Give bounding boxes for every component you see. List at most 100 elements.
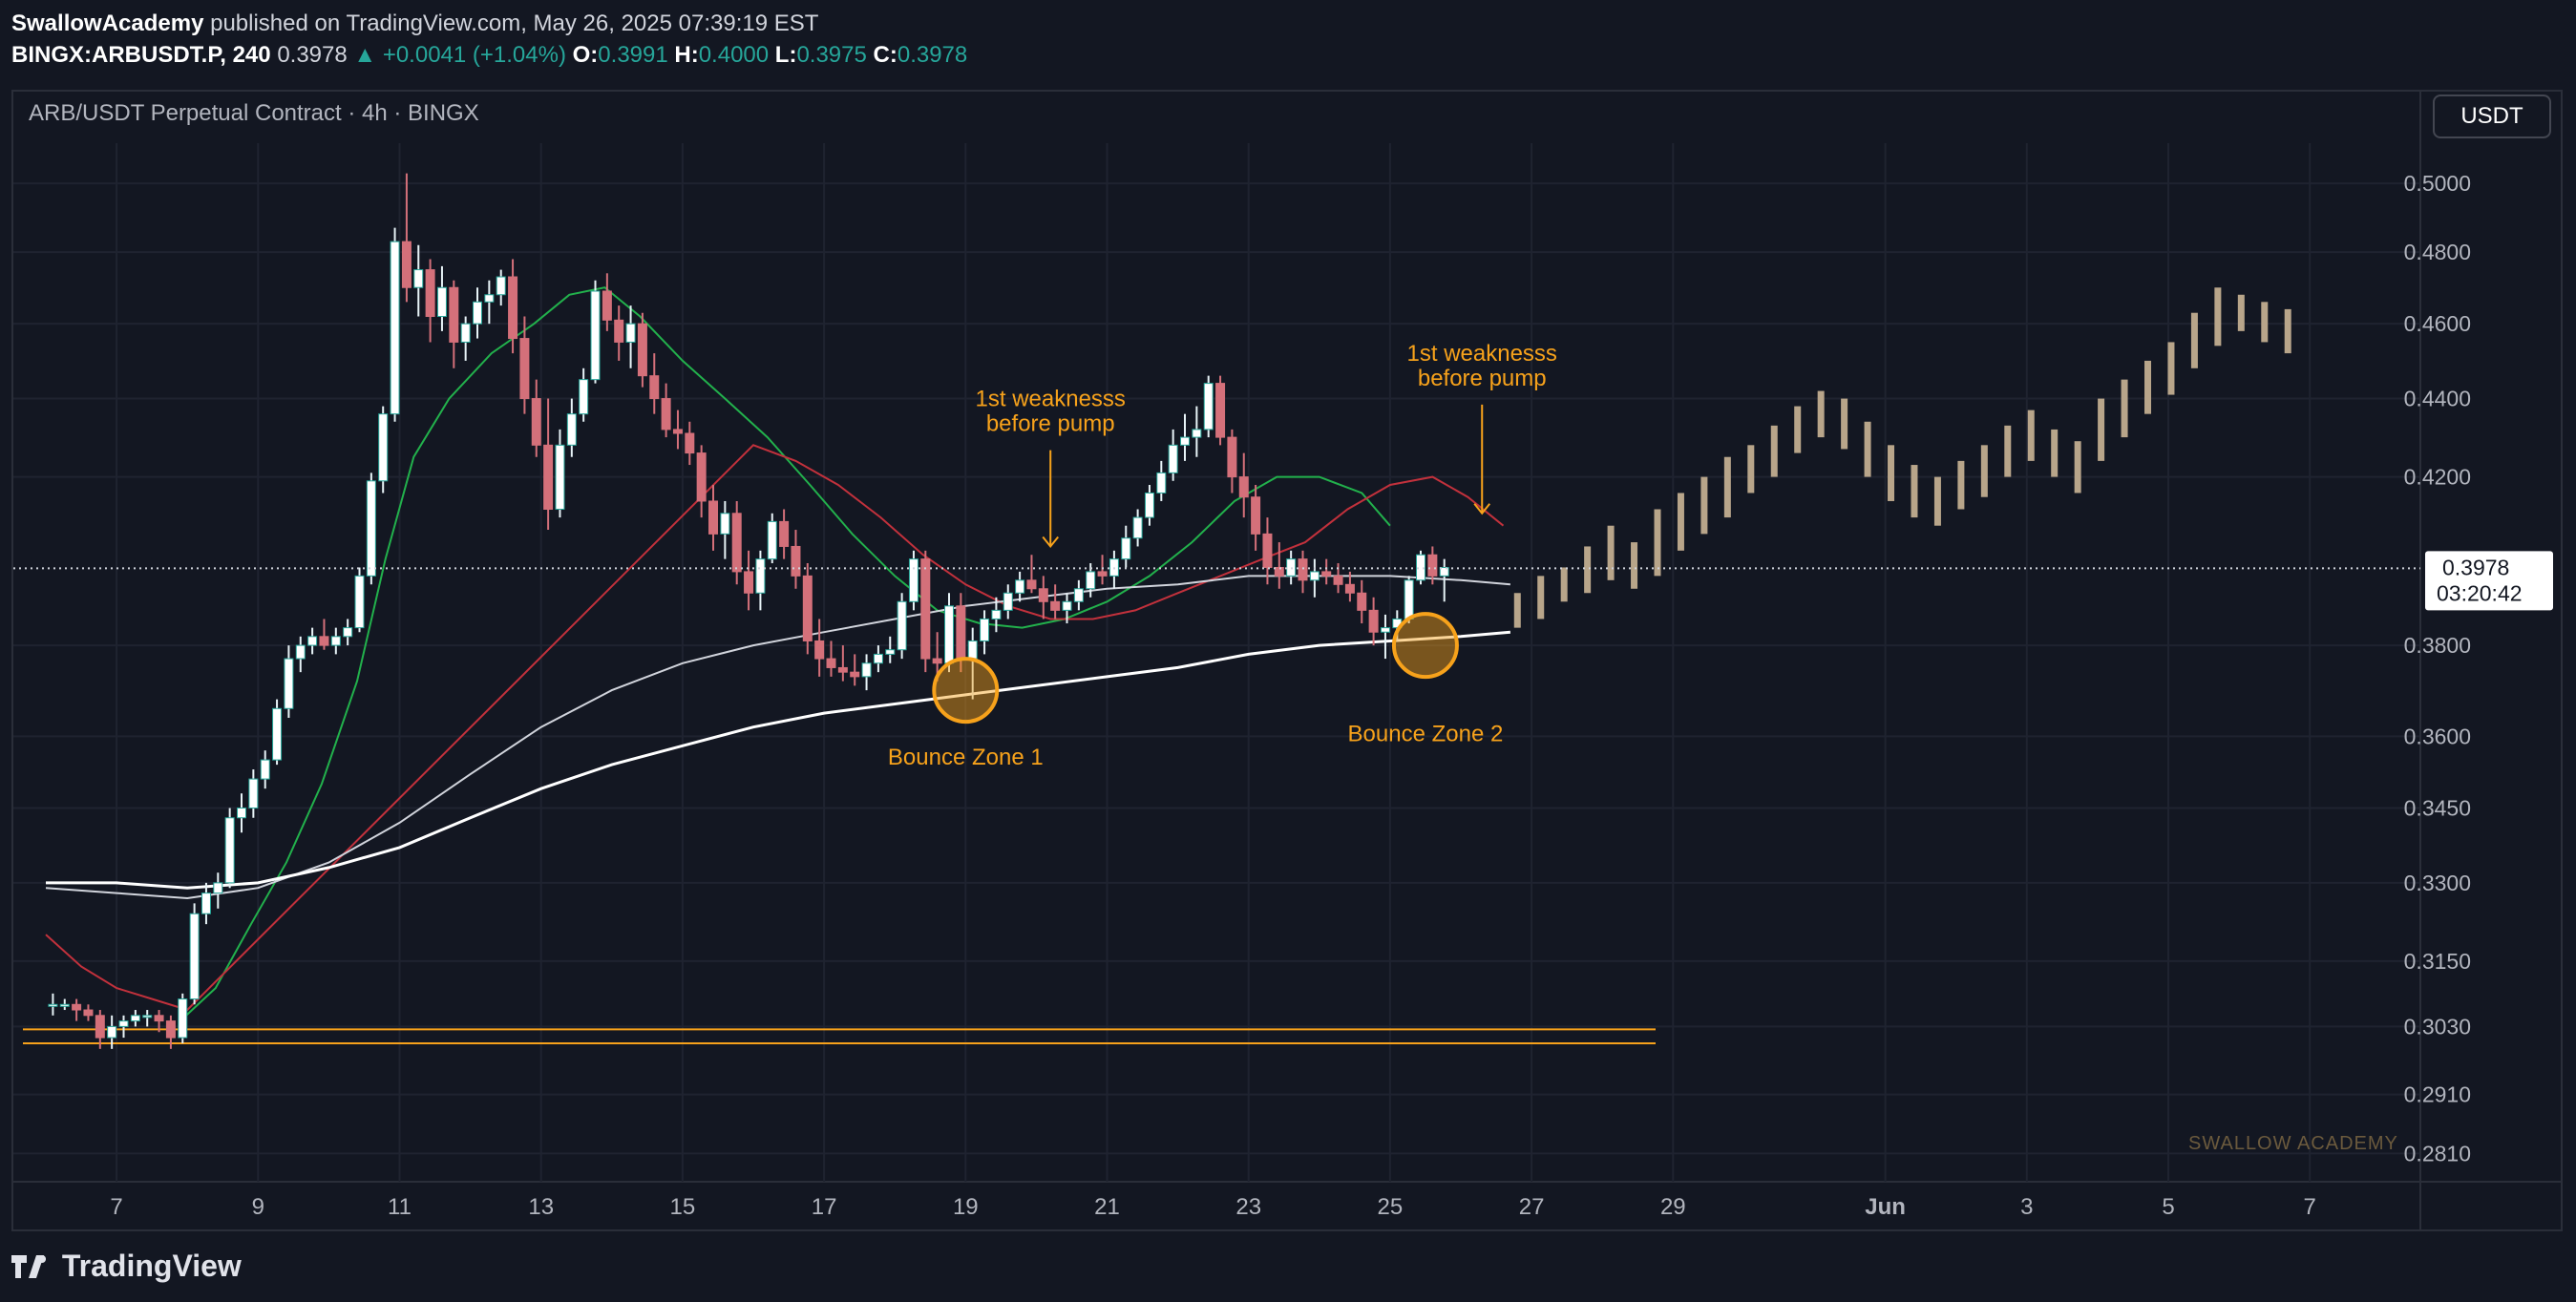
candle: [566, 398, 577, 457]
candle: [1132, 509, 1143, 547]
candle: [1168, 429, 1178, 481]
candle-body: [1086, 571, 1096, 590]
candle-body: [932, 658, 942, 664]
candle: [201, 882, 211, 925]
candle-body: [1038, 588, 1048, 602]
candle: [861, 654, 872, 691]
projection-bar: [1817, 390, 1825, 438]
candle: [366, 472, 376, 585]
candle-body: [307, 636, 318, 646]
candle-body: [531, 398, 541, 446]
candle-body: [826, 658, 836, 668]
x-tick-label: 19: [953, 1194, 979, 1220]
candle: [1416, 550, 1426, 585]
candle-body: [237, 807, 247, 819]
projection-bar: [2167, 342, 2175, 395]
candle: [543, 398, 554, 531]
projection-bar: [2284, 308, 2291, 354]
candle-body: [142, 1015, 153, 1018]
candle-body: [248, 778, 259, 808]
price-tag-box: [2425, 551, 2553, 611]
candle: [224, 808, 235, 889]
y-tick-label: 0.3300: [2404, 871, 2471, 895]
candle: [343, 619, 353, 646]
candle-body: [802, 575, 813, 641]
author-name[interactable]: SwallowAcademy: [11, 10, 204, 36]
candle-body: [1404, 579, 1414, 620]
projection-bar: [2098, 398, 2105, 461]
x-tick-label: 29: [1660, 1194, 1686, 1220]
candle: [165, 1015, 176, 1049]
candle-body: [1203, 383, 1214, 430]
chart-frame[interactable]: [11, 90, 2563, 1231]
candle-body: [649, 375, 660, 400]
candle-body: [1439, 566, 1449, 577]
symbol-name: BINGX:ARBUSDT.P, 240: [11, 42, 271, 68]
candle: [1251, 485, 1261, 551]
candle: [295, 636, 306, 673]
candle-body: [708, 500, 719, 535]
candle-body: [107, 1025, 117, 1039]
moving-average-line: [46, 630, 1511, 890]
projection-bar: [1794, 406, 1802, 453]
candle-body: [672, 429, 683, 434]
x-axis: 7 9 11 13 15 17 19 21 23 25 27 29 Jun 3 5 7: [110, 1194, 2315, 1220]
candle-body: [72, 1003, 82, 1011]
candle-body: [661, 398, 671, 430]
projection-bar: [2027, 410, 2035, 461]
x-tick-label: 7: [2304, 1194, 2316, 1220]
y-tick-label: 0.3450: [2404, 795, 2471, 820]
candle-body: [1227, 436, 1237, 478]
candle-body: [873, 653, 883, 664]
candle-body: [449, 286, 459, 343]
candle: [1180, 413, 1191, 461]
candle: [980, 610, 990, 655]
projection-bar: [2261, 302, 2269, 343]
tradingview-logo-icon: [11, 1250, 53, 1286]
candle-body: [1298, 558, 1308, 581]
candle-body: [967, 640, 978, 660]
candle-body: [118, 1020, 129, 1027]
candle: [413, 244, 424, 317]
candle: [1380, 614, 1390, 660]
candle: [531, 379, 541, 457]
y-tick-label: 0.2810: [2404, 1141, 2471, 1166]
candle: [48, 993, 58, 1016]
moving-average-line: [179, 286, 1391, 1022]
candle: [1357, 579, 1367, 624]
projection-bar: [1888, 445, 1895, 501]
candle: [755, 550, 766, 611]
candle-body: [744, 571, 754, 594]
candle: [142, 1010, 153, 1027]
candle-body: [1168, 444, 1178, 473]
candle: [390, 227, 400, 422]
candle-body: [837, 666, 848, 673]
candle: [1427, 546, 1438, 585]
candle-body: [685, 432, 695, 454]
candle: [555, 429, 565, 518]
projection-bar: [2004, 425, 2012, 477]
chart-legend-title[interactable]: ARB/USDT Perpetual Contract · 4h · BINGX: [29, 100, 479, 126]
candle-body: [1144, 492, 1154, 518]
last-price: 0.3978: [277, 42, 348, 68]
candle-body: [1192, 429, 1202, 438]
candle: [908, 550, 918, 611]
candle-body: [555, 444, 565, 511]
candle: [802, 563, 813, 655]
candle-body: [1121, 537, 1131, 560]
candle: [508, 259, 518, 354]
candle-body: [330, 636, 341, 646]
candle: [378, 406, 389, 494]
publish-text: published on TradingView.com, May 26, 20…: [210, 10, 819, 36]
candle: [307, 627, 318, 655]
candle-body: [720, 513, 730, 535]
projection-bar: [2074, 441, 2081, 494]
tradingview-logo[interactable]: TradingView: [11, 1249, 242, 1286]
candle-body: [1262, 533, 1273, 568]
currency-button[interactable]: USDT: [2433, 94, 2551, 138]
candle-body: [224, 817, 235, 884]
candle-body: [1026, 579, 1037, 590]
candle-body: [614, 319, 624, 343]
